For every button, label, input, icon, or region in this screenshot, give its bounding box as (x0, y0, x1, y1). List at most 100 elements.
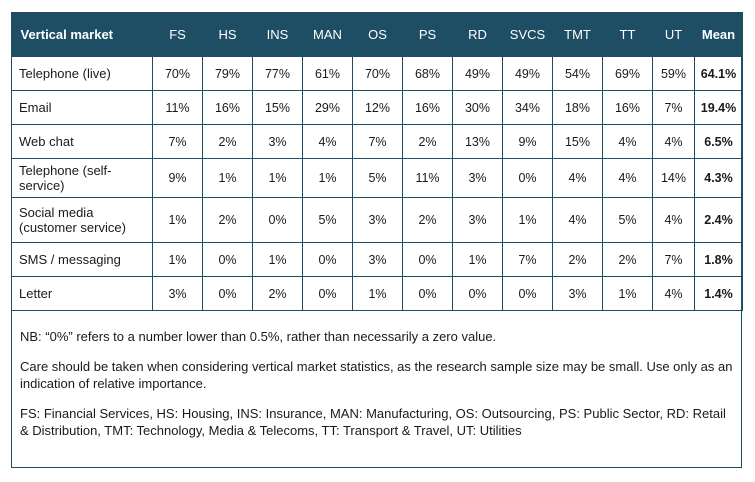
vertical-market-table: Vertical market FS HS INS MAN OS PS RD SVCS TMT TT… (11, 12, 743, 311)
table-row: Telephone (live) 70% 79% 77% 61% 70% 68% 49% 49%… (11, 56, 743, 91)
table-cell: 4% (302, 124, 353, 159)
mean-cell: 2.4% (694, 197, 743, 243)
table-cell: 1% (252, 158, 303, 198)
table-cell: 1% (452, 242, 503, 277)
mean-cell: 64.1% (694, 56, 743, 91)
table-cell: 2% (252, 276, 303, 311)
header-tmt: TMT (552, 12, 603, 57)
table-cell: 79% (202, 56, 253, 91)
mean-cell: 4.3% (694, 158, 743, 198)
table-cell: 7% (652, 242, 695, 277)
table-cell: 0% (502, 276, 553, 311)
table-cell: 1% (152, 197, 203, 243)
table-cell: 3% (552, 276, 603, 311)
table-cell: 1% (502, 197, 553, 243)
table-cell: 0% (202, 276, 253, 311)
table-cell: 16% (602, 90, 653, 125)
table-cell: 0% (202, 242, 253, 277)
note-sample-size: Care should be taken when considering ve… (20, 359, 733, 391)
header-rd: RD (452, 12, 503, 57)
table-cell: 11% (402, 158, 453, 198)
mean-cell: 6.5% (694, 124, 743, 159)
table-cell: 4% (652, 124, 695, 159)
table-cell: 3% (252, 124, 303, 159)
table-cell: 0% (402, 242, 453, 277)
table-cell: 0% (502, 158, 553, 198)
note-zero-values: NB: “0%” refers to a number lower than 0… (20, 329, 497, 344)
table-cell: 61% (302, 56, 353, 91)
row-label: Social media (customer service) (11, 197, 153, 243)
table-cell: 18% (552, 90, 603, 125)
table-cell: 0% (252, 197, 303, 243)
table-cell: 4% (552, 197, 603, 243)
table-cell: 13% (452, 124, 503, 159)
table-cell: 16% (402, 90, 453, 125)
table-cell: 49% (502, 56, 553, 91)
header-vertical-market: Vertical market (11, 12, 153, 57)
header-man: MAN (302, 12, 353, 57)
mean-cell: 1.8% (694, 242, 743, 277)
row-label: Web chat (11, 124, 153, 159)
mean-cell: 19.4% (694, 90, 743, 125)
header-tt: TT (602, 12, 653, 57)
row-label: Telephone (self-service) (11, 158, 153, 198)
table-cell: 7% (502, 242, 553, 277)
row-label: Email (11, 90, 153, 125)
row-label: Telephone (live) (11, 56, 153, 91)
table-cell: 3% (352, 242, 403, 277)
table-cell: 7% (152, 124, 203, 159)
table-cell: 3% (452, 158, 503, 198)
table-cell: 12% (352, 90, 403, 125)
table-cell: 30% (452, 90, 503, 125)
table-cell: 69% (602, 56, 653, 91)
header-os: OS (352, 12, 403, 57)
header-hs: HS (202, 12, 253, 57)
table-cell: 5% (302, 197, 353, 243)
table-cell: 9% (152, 158, 203, 198)
table-cell: 0% (402, 276, 453, 311)
header-ps: PS (402, 12, 453, 57)
table-cell: 0% (302, 276, 353, 311)
table-cell: 3% (152, 276, 203, 311)
table-row: Web chat 7% 2% 3% 4% 7% 2% 13% 9% 15% 4% 4% 6.5% (11, 124, 743, 159)
table-cell: 4% (652, 197, 695, 243)
table-cell: 34% (502, 90, 553, 125)
mean-cell: 1.4% (694, 276, 743, 311)
table-cell: 1% (152, 242, 203, 277)
table-cell: 1% (602, 276, 653, 311)
table-cell: 11% (152, 90, 203, 125)
row-label: Letter (11, 276, 153, 311)
table-cell: 0% (452, 276, 503, 311)
table-row: Social media (customer service) 1% 2% 0% 5% 3… (11, 197, 743, 243)
table-cell: 2% (402, 197, 453, 243)
table-cell: 4% (602, 124, 653, 159)
table-cell: 4% (552, 158, 603, 198)
table-cell: 14% (652, 158, 695, 198)
table-cell: 4% (602, 158, 653, 198)
table-cell: 4% (652, 276, 695, 311)
header-fs: FS (152, 12, 203, 57)
table-row: Telephone (self-service) 9% 1% 1% 1% 5% 11% 3% 0… (11, 158, 743, 198)
table-cell: 49% (452, 56, 503, 91)
header-mean: Mean (694, 12, 743, 57)
table-cell: 7% (652, 90, 695, 125)
note-abbreviations: FS: Financial Services, HS: Housing, INS… (20, 406, 726, 438)
table-cell: 54% (552, 56, 603, 91)
table-cell: 1% (352, 276, 403, 311)
table-cell: 29% (302, 90, 353, 125)
table-cell: 2% (402, 124, 453, 159)
header-ins: INS (252, 12, 303, 57)
table-cell: 70% (152, 56, 203, 91)
table-cell: 5% (602, 197, 653, 243)
table-cell: 16% (202, 90, 253, 125)
table-cell: 77% (252, 56, 303, 91)
table-cell: 5% (352, 158, 403, 198)
table-cell: 1% (202, 158, 253, 198)
table-cell: 0% (302, 242, 353, 277)
table-row: Letter 3% 0% 2% 0% 1% 0% 0% 0% 3% 1% 4% 1.4% (11, 276, 743, 311)
table-cell: 15% (552, 124, 603, 159)
table-cell: 15% (252, 90, 303, 125)
table-cell: 7% (352, 124, 403, 159)
table-cell: 9% (502, 124, 553, 159)
table-cell: 3% (352, 197, 403, 243)
